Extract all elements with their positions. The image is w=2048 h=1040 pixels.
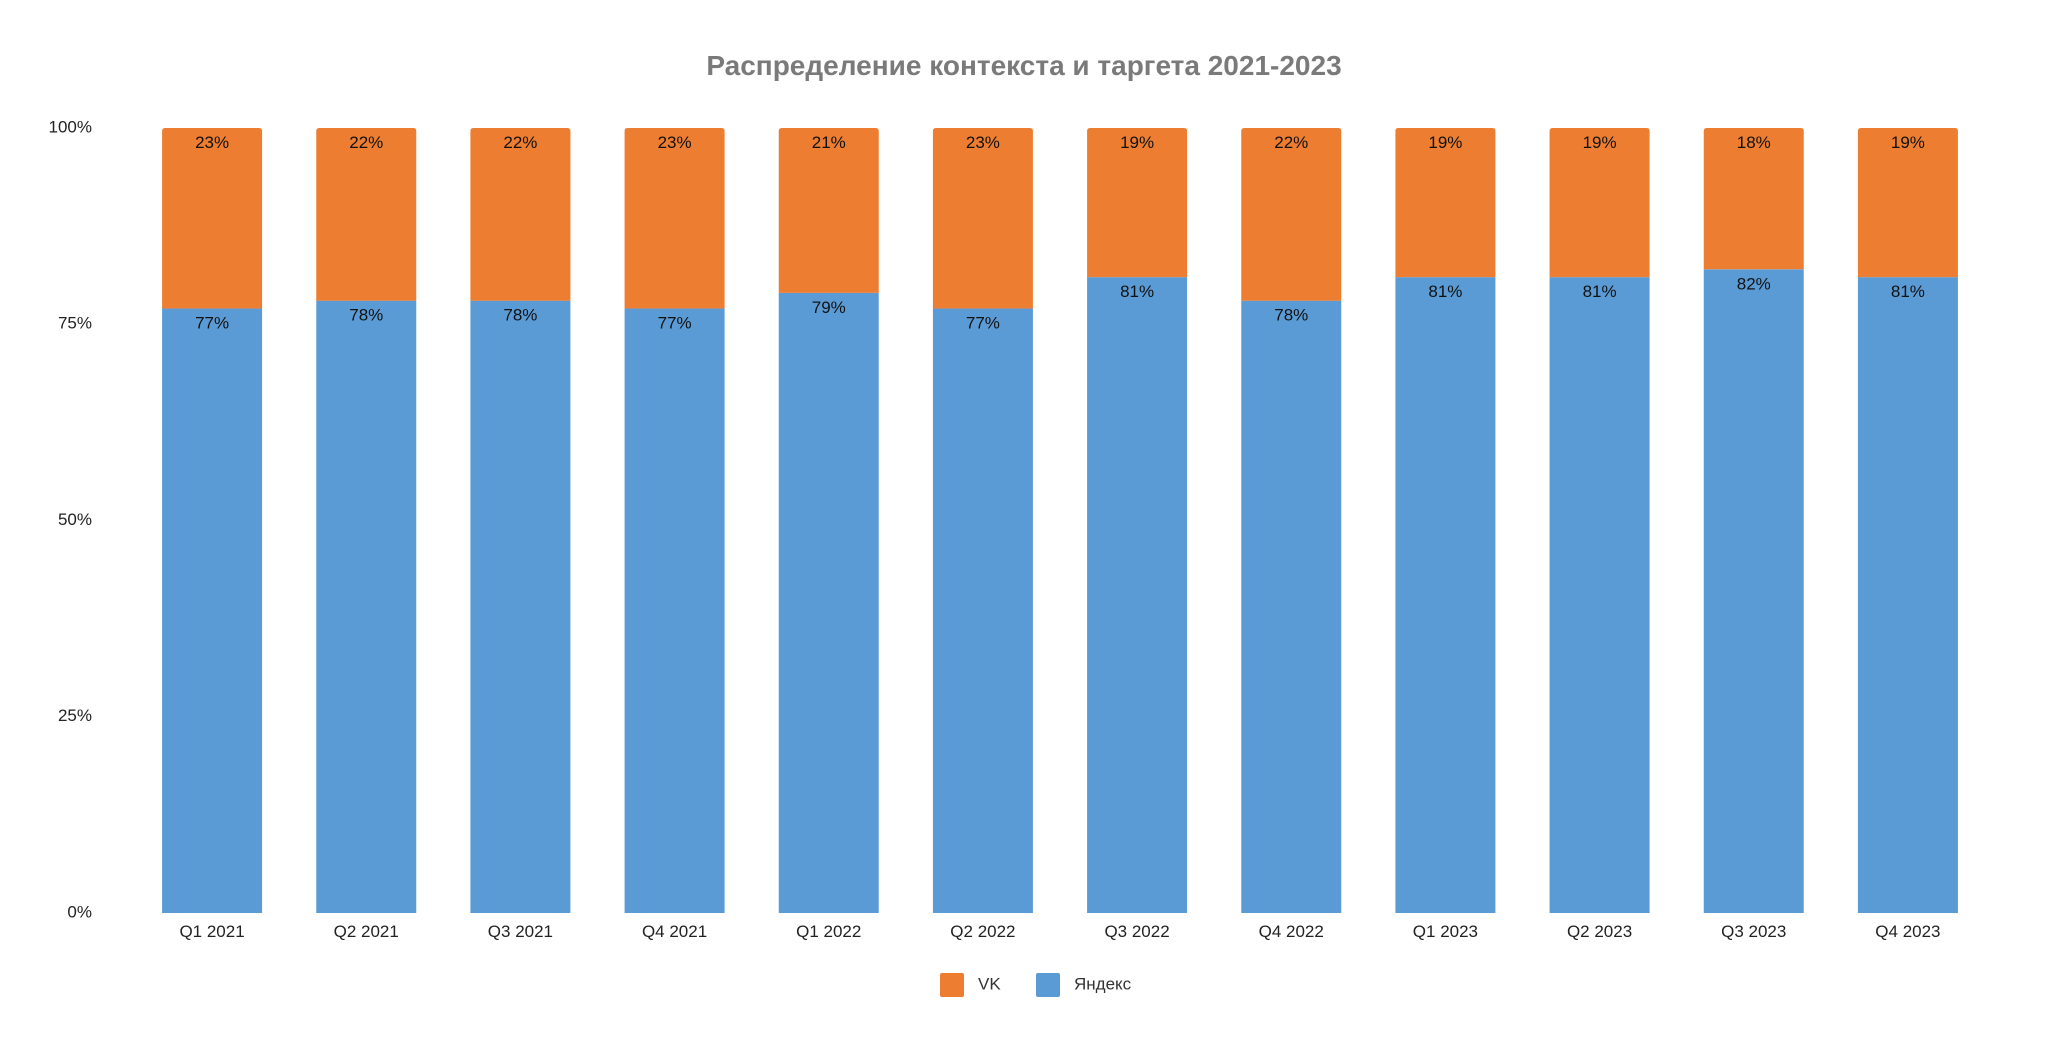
bar-vk-9 xyxy=(1395,128,1496,278)
bar-yandex-8 xyxy=(1241,300,1342,913)
bar-vk-6 xyxy=(932,128,1033,309)
x-tick-label: Q1 2021 xyxy=(179,922,244,941)
data-label-vk: 22% xyxy=(503,133,537,152)
bar-vk-1 xyxy=(162,128,263,309)
y-tick-label: 100% xyxy=(49,117,92,136)
data-label-vk: 23% xyxy=(658,133,692,152)
data-label-vk: 19% xyxy=(1120,133,1154,152)
bar-yandex-9 xyxy=(1395,277,1496,913)
x-tick-label: Q3 2021 xyxy=(488,922,553,941)
data-label-vk: 22% xyxy=(349,133,383,152)
bar-vk-10 xyxy=(1549,128,1650,278)
bar-vk-11 xyxy=(1703,128,1804,270)
x-tick-label: Q4 2022 xyxy=(1259,922,1324,941)
data-label-yandex: 78% xyxy=(349,306,383,325)
legend-swatch-yandex xyxy=(1036,973,1060,997)
data-label-vk: 21% xyxy=(812,133,846,152)
legend-label-vk: VK xyxy=(978,974,1001,993)
bar-vk-7 xyxy=(1087,128,1188,278)
x-tick-label: Q3 2023 xyxy=(1721,922,1786,941)
data-label-yandex: 82% xyxy=(1737,274,1771,293)
legend-label-yandex: Яндекс xyxy=(1074,974,1132,993)
bar-vk-3 xyxy=(470,128,571,301)
data-label-vk: 19% xyxy=(1428,133,1462,152)
legend-swatch-vk xyxy=(940,973,964,997)
bar-yandex-1 xyxy=(162,308,263,913)
bar-vk-4 xyxy=(624,128,725,309)
x-tick-label: Q2 2022 xyxy=(950,922,1015,941)
bar-yandex-11 xyxy=(1703,269,1804,913)
bar-yandex-6 xyxy=(932,308,1033,913)
x-tick-label: Q1 2023 xyxy=(1413,922,1478,941)
data-label-yandex: 81% xyxy=(1120,282,1154,301)
data-label-yandex: 78% xyxy=(1274,306,1308,325)
x-tick-label: Q1 2022 xyxy=(796,922,861,941)
bar-vk-12 xyxy=(1857,128,1958,278)
x-tick-label: Q2 2021 xyxy=(334,922,399,941)
bar-vk-2 xyxy=(316,128,417,301)
data-label-yandex: 81% xyxy=(1891,282,1925,301)
data-label-vk: 23% xyxy=(195,133,229,152)
data-label-yandex: 77% xyxy=(658,314,692,333)
bar-yandex-4 xyxy=(624,308,725,913)
bar-yandex-12 xyxy=(1857,277,1958,913)
chart-title: Распределение контекста и таргета 2021-2… xyxy=(706,50,1342,81)
y-tick-label: 50% xyxy=(58,510,92,529)
data-label-vk: 22% xyxy=(1274,133,1308,152)
data-label-yandex: 77% xyxy=(966,314,1000,333)
bar-yandex-2 xyxy=(316,300,417,913)
bar-yandex-7 xyxy=(1087,277,1188,913)
data-label-vk: 23% xyxy=(966,133,1000,152)
x-tick-label: Q4 2023 xyxy=(1875,922,1940,941)
bar-yandex-5 xyxy=(778,292,879,914)
y-tick-label: 0% xyxy=(67,902,92,921)
data-label-yandex: 81% xyxy=(1583,282,1617,301)
bar-vk-5 xyxy=(778,128,879,293)
y-tick-label: 25% xyxy=(58,706,92,725)
bar-yandex-3 xyxy=(470,300,571,913)
data-label-yandex: 77% xyxy=(195,314,229,333)
data-label-yandex: 81% xyxy=(1428,282,1462,301)
x-tick-label: Q3 2022 xyxy=(1104,922,1169,941)
y-tick-label: 75% xyxy=(58,314,92,333)
data-label-vk: 19% xyxy=(1891,133,1925,152)
bar-vk-8 xyxy=(1241,128,1342,301)
bar-yandex-10 xyxy=(1549,277,1650,913)
data-label-yandex: 79% xyxy=(812,298,846,317)
data-label-vk: 18% xyxy=(1737,133,1771,152)
x-tick-label: Q2 2023 xyxy=(1567,922,1632,941)
data-label-vk: 19% xyxy=(1583,133,1617,152)
data-label-yandex: 78% xyxy=(503,306,537,325)
x-tick-label: Q4 2021 xyxy=(642,922,707,941)
